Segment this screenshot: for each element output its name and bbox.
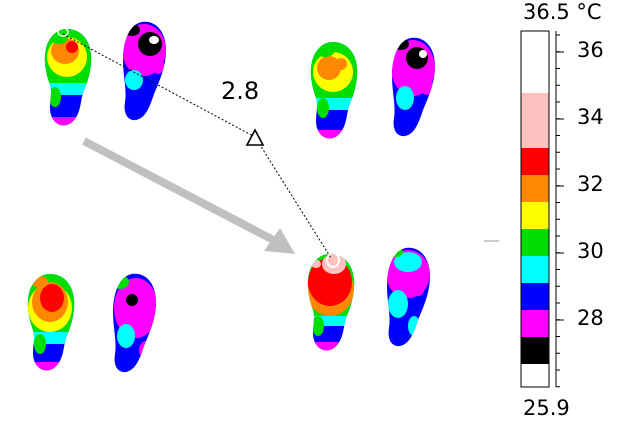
color-scale-ticks — [556, 34, 564, 388]
delta-triangle-icon — [245, 128, 265, 146]
scale-max-label: 36.5 °C — [523, 0, 602, 24]
color-band-cyan — [521, 256, 549, 283]
bottom-left-plantar-foot — [27, 274, 75, 371]
color-band-orange — [521, 175, 549, 202]
color-band-magenta — [521, 310, 549, 337]
top-left-dorsal-foot — [123, 21, 166, 121]
color-scale-bands — [520, 30, 550, 388]
bottom-right-dorsal-foot — [387, 247, 430, 347]
progression-arrowhead — [264, 228, 295, 254]
measurement-marker-end — [326, 252, 340, 268]
scale-tick-label: 30 — [577, 239, 604, 263]
scale-min-label: 25.9 — [523, 396, 570, 420]
color-band-max — [521, 31, 549, 93]
color-band-black — [521, 337, 549, 364]
scale-tick-label: 34 — [577, 105, 604, 129]
color-scale — [520, 30, 564, 388]
connector-line-upper — [62, 33, 256, 138]
color-band-yellow — [521, 202, 549, 229]
color-band-min — [521, 364, 549, 387]
bottom-left-dorsal-foot — [113, 273, 156, 373]
scale-tick-label: 36 — [577, 38, 604, 62]
top-left-plantar-foot — [44, 29, 92, 126]
color-band-outline — [520, 30, 550, 388]
scale-tick-label: 28 — [577, 306, 604, 330]
temperature-delta-label: 2.8 — [221, 77, 260, 105]
color-band-blue — [521, 283, 549, 310]
color-band-red — [521, 148, 549, 175]
progression-arrow — [82, 137, 281, 247]
color-band-light-pink — [521, 93, 549, 148]
scale-tick-label: 32 — [577, 172, 604, 196]
top-right-plantar-foot — [310, 42, 358, 139]
measurement-marker-start — [57, 27, 69, 37]
top-right-dorsal-foot — [392, 37, 435, 137]
color-band-green — [521, 229, 549, 256]
